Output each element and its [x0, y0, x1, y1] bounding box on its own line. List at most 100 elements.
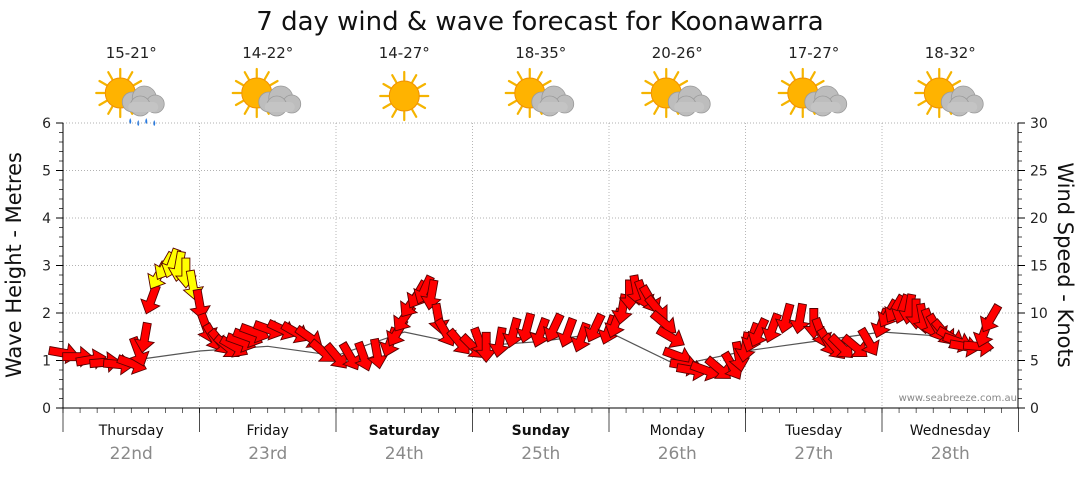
temperature-label: 15-21° [106, 44, 157, 62]
temperature-label: 18-35° [515, 44, 566, 62]
temperature-label: 14-27° [379, 44, 430, 62]
y-axis-label-left: Wave Height - Metres [2, 152, 26, 378]
sun-cloud-icon [777, 67, 848, 119]
left-tick-label: 3 [42, 259, 51, 275]
sun-ray [507, 99, 517, 107]
day-name-label: Friday [247, 423, 289, 439]
rain-drop [153, 120, 156, 126]
temperature-label: 17-27° [788, 44, 839, 62]
axes: 0 1 2 3 4 5 6 0 5 10 15 20 25 30 Thursday 22nd Friday 23r… [42, 116, 1048, 464]
sun-cloud-icon [231, 67, 302, 119]
sun-ray [780, 99, 790, 107]
left-tick-label: 6 [42, 116, 51, 132]
day-name-label: Wednesday [910, 423, 991, 439]
day-name-label: Sunday [512, 423, 570, 439]
sun-ray [789, 105, 796, 115]
sun-ray [417, 82, 427, 90]
sun-ray [234, 99, 244, 107]
sun-ray [809, 71, 816, 81]
left-tick-label: 4 [42, 211, 51, 227]
sun-ray [542, 79, 552, 87]
sun-ray [263, 71, 270, 81]
day-date-label: 24th [385, 444, 424, 464]
sun-ray [133, 79, 143, 87]
axis-labels: Wave Height - Metres Wind Speed - Knots … [2, 152, 1077, 404]
rain-drop [129, 118, 132, 124]
sun-ray [411, 108, 418, 118]
sun-ray [952, 79, 962, 87]
wind-arrow [128, 335, 150, 367]
sun-cloud-rain-icon [95, 67, 165, 126]
sun-ray [107, 105, 114, 115]
sun-ray [653, 105, 660, 115]
cloud-shape [940, 85, 984, 117]
sun-ray [653, 71, 660, 81]
sun-ray [391, 74, 398, 84]
sun-ray [926, 71, 933, 81]
sun-ray [243, 71, 250, 81]
sun-disc [388, 80, 420, 112]
temperature-label: 14-22° [242, 44, 293, 62]
sun-ray [917, 79, 927, 87]
sun-ray [917, 99, 927, 107]
sun-ray [673, 71, 680, 81]
chart-title: 7 day wind & wave forecast for Koonawarr… [256, 7, 823, 37]
sun-ray [382, 82, 392, 90]
cloud-shape [667, 85, 711, 117]
weather-row: 15-21° 14-22° 14-27° 18-35° 20-26° 17-27° 18-3… [95, 44, 984, 126]
sun-ray [516, 105, 523, 115]
day-date-label: 22nd [110, 444, 153, 464]
sun-ray [107, 71, 114, 81]
sun-icon [379, 70, 430, 122]
sun-cloud-icon [914, 67, 984, 119]
sun-ray [234, 79, 244, 87]
day-date-label: 26th [658, 444, 697, 464]
cloud-shape [258, 85, 302, 117]
sun-ray [127, 71, 134, 81]
wind-arrow [189, 288, 211, 320]
right-tick-label: 30 [1030, 116, 1048, 132]
day-name-label: Saturday [369, 423, 440, 439]
wind-arrow [133, 321, 156, 354]
cloud-base [947, 102, 978, 112]
sun-cloud-icon [641, 67, 711, 119]
day-date-label: 23rd [248, 444, 287, 464]
sun-ray [644, 99, 654, 107]
cloud-base [674, 102, 705, 112]
wind-arrow [420, 278, 442, 311]
cloud-shape [531, 85, 575, 117]
sun-ray [946, 71, 953, 81]
right-tick-label: 25 [1030, 164, 1048, 180]
wind-arrow [655, 325, 685, 349]
sun-ray [417, 102, 427, 110]
cloud-shape [121, 85, 165, 117]
sun-ray [507, 79, 517, 87]
wind-arrow [857, 326, 880, 356]
sun-ray [243, 105, 250, 115]
temperature-label: 18-32° [925, 44, 976, 62]
sun-ray [411, 74, 418, 84]
sun-ray [644, 79, 654, 87]
left-tick-label: 5 [42, 164, 51, 180]
sun-ray [536, 71, 543, 81]
left-tick-label: 1 [42, 354, 51, 370]
sun-ray [679, 79, 689, 87]
wind-arrow [747, 317, 770, 348]
right-tick-label: 5 [1030, 354, 1039, 370]
y-axis-label-right: Wind Speed - Knots [1053, 162, 1077, 367]
cloud-base [128, 102, 159, 112]
day-date-label: 27th [794, 444, 833, 464]
day-name-label: Thursday [98, 423, 164, 439]
day-date-label: 25th [521, 444, 560, 464]
cloud-base [810, 102, 841, 112]
sun-ray [926, 105, 933, 115]
sun-ray [391, 108, 398, 118]
day-name-label: Tuesday [784, 423, 842, 439]
cloud-base [264, 102, 295, 112]
sun-cloud-icon [504, 67, 575, 119]
left-tick-label: 2 [42, 306, 51, 322]
right-tick-label: 15 [1030, 259, 1048, 275]
sun-ray [98, 99, 108, 107]
